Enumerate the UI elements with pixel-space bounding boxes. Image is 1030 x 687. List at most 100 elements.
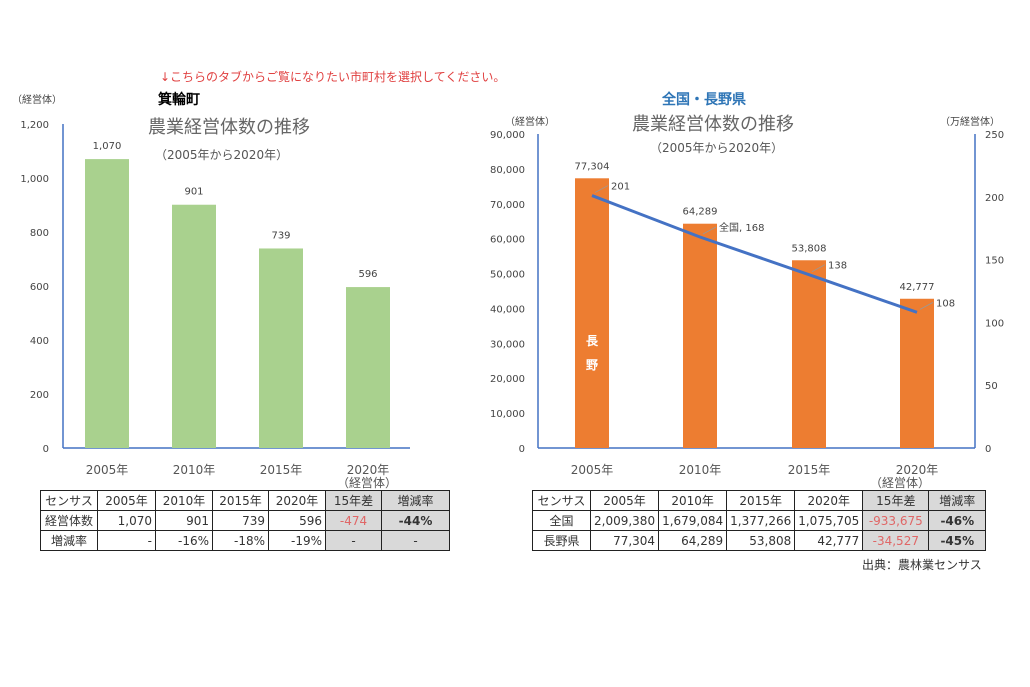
line-label-leader (702, 226, 717, 235)
table-cell: 1,070 (97, 510, 156, 531)
left-y-tick-label: 600 (30, 282, 49, 293)
right-y2-tick-label: 0 (985, 444, 991, 455)
line-data-label: 138 (828, 261, 847, 272)
left-region-title: 箕輪町 (158, 92, 200, 108)
left-bar (259, 248, 303, 448)
source-text: 出典：農林業センサス (862, 558, 982, 572)
line-data-label: 201 (611, 182, 630, 193)
left-chart-title: 農業経営体数の推移 (148, 117, 310, 138)
table-cell: 77,304 (589, 530, 660, 551)
table-cell: 1,377,266 (726, 510, 796, 531)
right-bar-data-label: 42,777 (900, 282, 935, 293)
right-y-tick-label: 20,000 (490, 374, 525, 385)
right-chart-title: 農業経営体数の推移 (632, 114, 794, 135)
line-label-leader (811, 264, 826, 273)
table-cell: - (97, 530, 156, 551)
right-y-tick-label: 30,000 (490, 339, 525, 350)
right-y2-tick-label: 50 (985, 381, 998, 392)
right-y-tick-label: 50,000 (490, 270, 525, 281)
right-y-tick-label: 10,000 (490, 409, 525, 420)
table-cell: -474 (325, 510, 382, 531)
table-cell: 全国 (532, 510, 591, 531)
table-cell: 増減率 (40, 530, 98, 551)
left-bar (346, 287, 390, 448)
right-x-tick-label: 2005年 (571, 463, 614, 477)
left-bar-data-label: 901 (184, 187, 203, 198)
table-cell: -45% (928, 530, 987, 551)
right-bar (792, 260, 826, 448)
left-bar-data-label: 596 (358, 269, 377, 280)
right-y2-tick-label: 100 (985, 318, 1004, 329)
right-x-unit: （経営体） (870, 476, 931, 490)
right-y-tick-label: 0 (519, 444, 525, 455)
right-y-tick-label: 80,000 (490, 165, 525, 176)
table-cell: 2020年 (268, 490, 326, 511)
table-cell: -933,675 (862, 510, 930, 531)
table-cell: - (325, 530, 382, 551)
national-line (591, 194, 918, 314)
right-chart-subtitle: （2005年から2020年） (650, 141, 784, 155)
right-region-title: 全国・長野県 (662, 92, 746, 108)
left-x-tick-label: 2005年 (86, 463, 129, 477)
line-label-leader (594, 185, 609, 193)
table-cell: -16% (155, 530, 213, 551)
left-bar (85, 159, 129, 448)
left-x-tick-label: 2010年 (173, 463, 216, 477)
right-y-tick-label: 90,000 (490, 130, 525, 141)
left-x-tick-label: 2015年 (260, 463, 303, 477)
table-cell: 53,808 (726, 530, 796, 551)
left-y-tick-label: 200 (30, 390, 49, 401)
table-cell: -44% (381, 510, 450, 531)
right-y2-unit: （万経営体） (940, 117, 1000, 128)
right-y-tick-label: 70,000 (490, 200, 525, 211)
table-cell: 2005年 (97, 490, 156, 511)
line-data-label: 108 (936, 298, 955, 309)
table-cell: 2010年 (658, 490, 728, 511)
left-table: センサス 2005年 2010年 2015年 2020年 15年差 増減率 経営体数 1,070… (40, 490, 450, 551)
left-x-tick-label: 2020年 (347, 463, 390, 477)
table-cell: -34,527 (862, 530, 930, 551)
table-cell: 長野県 (532, 530, 591, 551)
right-y2-tick-label: 200 (985, 193, 1004, 204)
right-bar-data-label: 53,808 (792, 243, 827, 254)
line-label-leader (919, 301, 934, 310)
table-cell: 2005年 (589, 490, 660, 511)
table-cell: 901 (155, 510, 213, 531)
right-y2-tick-label: 250 (985, 130, 1004, 141)
table-cell: -46% (928, 510, 987, 531)
line-data-label: 全国, 168 (719, 221, 764, 234)
left-y-tick-label: 1,200 (20, 120, 49, 131)
table-row: 増減率 - -16% -18% -19% - - (40, 530, 450, 551)
right-y-unit: （経営体） (505, 117, 555, 128)
bar-series-name-char: 野 (586, 358, 598, 372)
table-row: 経営体数 1,070 901 739 596 -474 -44% (40, 510, 450, 531)
notice-text: ↓こちらのタブからご覧になりたい市町村を選択してください。 (160, 70, 506, 84)
right-x-tick-label: 2015年 (788, 463, 831, 477)
table-cell: 596 (268, 510, 326, 531)
right-bar (683, 223, 717, 448)
table-cell: -19% (268, 530, 326, 551)
table-row: センサス 2005年 2010年 2015年 2020年 15年差 増減率 (40, 490, 450, 511)
table-cell: センサス (40, 490, 98, 511)
table-cell: 増減率 (381, 490, 450, 511)
table-cell: -18% (212, 530, 269, 551)
left-chart-subtitle: （2005年から2020年） (155, 148, 289, 162)
table-cell: 1,679,084 (658, 510, 728, 531)
right-y2-tick-label: 150 (985, 256, 1004, 267)
table-cell: 2020年 (794, 490, 864, 511)
right-y-tick-label: 60,000 (490, 235, 525, 246)
table-cell: 経営体数 (40, 510, 98, 531)
table-cell: センサス (532, 490, 591, 511)
table-row: 全国 2,009,380 1,679,084 1,377,266 1,075,705 -9… (532, 510, 987, 531)
table-cell: 2015年 (726, 490, 796, 511)
left-bar-data-label: 739 (271, 230, 290, 241)
left-y-tick-label: 400 (30, 336, 49, 347)
left-bar-data-label: 1,070 (93, 141, 122, 152)
table-row: 長野県 77,304 64,289 53,808 42,777 -34,527 -45% (532, 530, 987, 551)
right-bar (900, 298, 934, 448)
right-bar-data-label: 64,289 (683, 207, 718, 218)
table-cell: 15年差 (862, 490, 930, 511)
bar-series-name-char: 長 (586, 333, 599, 348)
